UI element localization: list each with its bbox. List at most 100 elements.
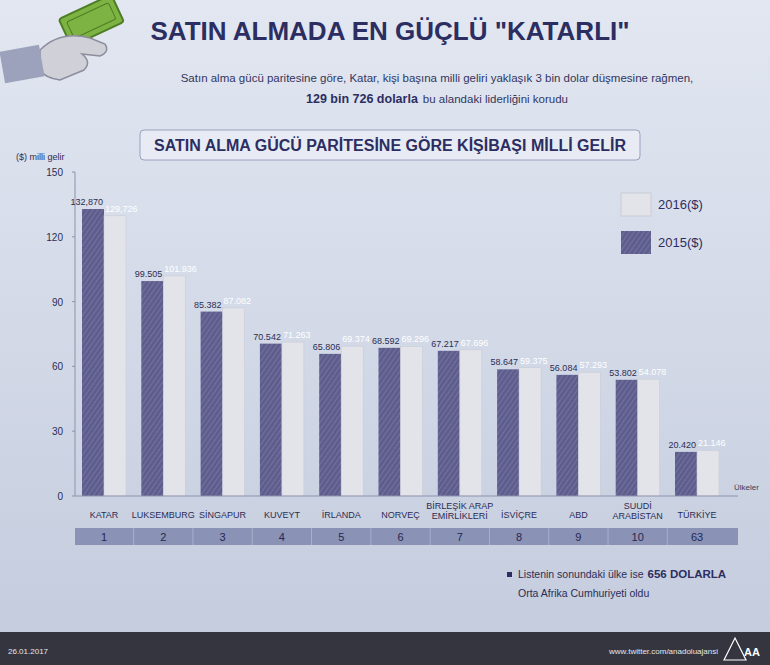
data-label: 132,870 (70, 197, 103, 207)
subtitle-line: 129 bin 726 dolarlabu alandaki liderliği… (306, 92, 568, 106)
category-label: SİNGAPUR (199, 510, 247, 520)
category-label-line: TÜRKİYE (677, 510, 716, 520)
bar (438, 351, 460, 496)
data-label: 99.505 (135, 269, 163, 279)
hand (40, 36, 107, 80)
rank-label: 7 (457, 531, 463, 543)
bar (341, 346, 363, 496)
rank-separator (311, 528, 312, 545)
data-label: 85.382 (194, 300, 222, 310)
data-label: 20.420 (668, 440, 696, 450)
chart-title: SATIN ALMA GÜCÜ PARİTESİNE GÖRE KİŞİBAŞI… (154, 136, 626, 154)
category-label-line: EMİRLİKLERİ (432, 511, 488, 521)
note-line: Listenin sonundaki ülke ise 656 DOLARLA (518, 568, 726, 580)
data-label: 21.146 (698, 438, 726, 448)
bar (223, 308, 245, 496)
subtitle: Satın alma gücü paritesine göre, Katar, … (181, 72, 694, 84)
data-label: 69.296 (402, 334, 430, 344)
subtitle-bold: 129 bin 726 dolarla (306, 92, 419, 106)
data-label: 69.374 (342, 334, 370, 344)
data-label: 129,726 (105, 204, 138, 214)
footer-date: 26.01.2017 (8, 647, 49, 656)
rank-separator (548, 528, 549, 545)
y-axis-label: ($) milli gelir (16, 152, 65, 162)
bar (616, 380, 638, 496)
category-label-line: ARABİSTAN (613, 511, 663, 521)
bar (260, 344, 282, 496)
category-label-line: SUUDİ (624, 501, 652, 511)
y-tick-label: 0 (57, 491, 63, 502)
banknote-inner (67, 3, 116, 39)
data-label: 71.263 (283, 330, 311, 340)
data-label: 58.647 (491, 357, 519, 367)
bar (638, 379, 660, 496)
logo-mark (724, 638, 746, 660)
y-tick (72, 496, 75, 497)
y-tick (72, 236, 75, 237)
bar (497, 369, 519, 496)
note: Orta Afrika Cumhuriyeti oldu (518, 587, 649, 599)
footer-band (0, 632, 770, 665)
bar (519, 368, 541, 496)
rank-label: 10 (632, 531, 644, 543)
category-label: KUVEYT (264, 510, 301, 520)
category-label-line: NORVEÇ (381, 510, 420, 520)
legend-swatch (621, 231, 651, 254)
legend-swatch (621, 193, 651, 216)
bar (319, 354, 341, 496)
data-label: 67.217 (431, 339, 459, 349)
category-label-line: İRLANDA (322, 510, 361, 520)
category-label: ABD (569, 510, 588, 520)
y-tick-label: 60 (52, 361, 64, 372)
rank-label: 9 (575, 531, 581, 543)
note-bullet (507, 572, 512, 577)
title: SATIN ALMADA EN GÜÇLÜ "KATARLI" (150, 16, 629, 46)
bar (675, 452, 697, 496)
y-tick-label: 120 (46, 232, 63, 243)
rank-separator (192, 528, 193, 545)
category-label: İSVİÇRE (501, 510, 537, 520)
y-tick (72, 301, 75, 302)
data-label: 68.592 (372, 336, 400, 346)
footer-logo: AA (744, 646, 760, 658)
bar (82, 209, 104, 496)
rank-separator (133, 528, 134, 545)
category-label: NORVEÇ (381, 510, 420, 520)
data-label: 54.078 (639, 367, 667, 377)
rank-label: 6 (397, 531, 403, 543)
background (0, 0, 770, 665)
bars (82, 209, 719, 496)
rank-band (75, 528, 738, 545)
bar (556, 375, 578, 496)
y-tick-label: 150 (46, 167, 63, 178)
data-label: 57.293 (579, 360, 607, 370)
rank-separator (252, 528, 253, 545)
data-label: 70.542 (253, 332, 281, 342)
footer-source: www.twitter.com/anadoluajansi (608, 647, 718, 656)
category-label-line: İSVİÇRE (501, 510, 537, 520)
category-label-line: SİNGAPUR (199, 510, 247, 520)
rank-label: 2 (160, 531, 166, 543)
category-label: KATAR (90, 510, 119, 520)
bar (141, 281, 163, 496)
bar (201, 312, 223, 496)
rank-separator (430, 528, 431, 545)
category-label-line: LUKSEMBURG (132, 510, 195, 520)
rank-label: 1 (101, 531, 107, 543)
y-tick-label: 90 (52, 297, 64, 308)
category-label: LUKSEMBURG (132, 510, 195, 520)
y-tick-label: 30 (52, 426, 64, 437)
y-tick (72, 431, 75, 432)
data-label: 67.696 (461, 338, 489, 348)
note-bold: 656 DOLARLA (648, 568, 727, 580)
note: Listenin sonundaki ülke ise (518, 568, 644, 580)
bar (697, 450, 719, 496)
rank-label: 4 (279, 531, 285, 543)
x-axis-line (75, 496, 738, 497)
rank-separator (489, 528, 490, 545)
rank-separator (667, 528, 668, 545)
x-axis-label: Ülkeler (734, 483, 759, 492)
bar (379, 348, 401, 496)
rank-separator (608, 528, 609, 545)
bar (104, 216, 126, 496)
